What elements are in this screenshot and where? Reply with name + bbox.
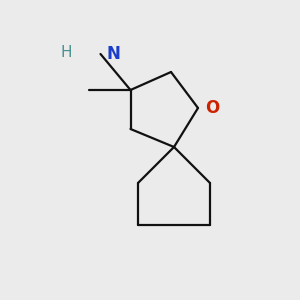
Text: H: H <box>60 45 72 60</box>
Text: N: N <box>106 45 120 63</box>
Text: O: O <box>206 99 220 117</box>
